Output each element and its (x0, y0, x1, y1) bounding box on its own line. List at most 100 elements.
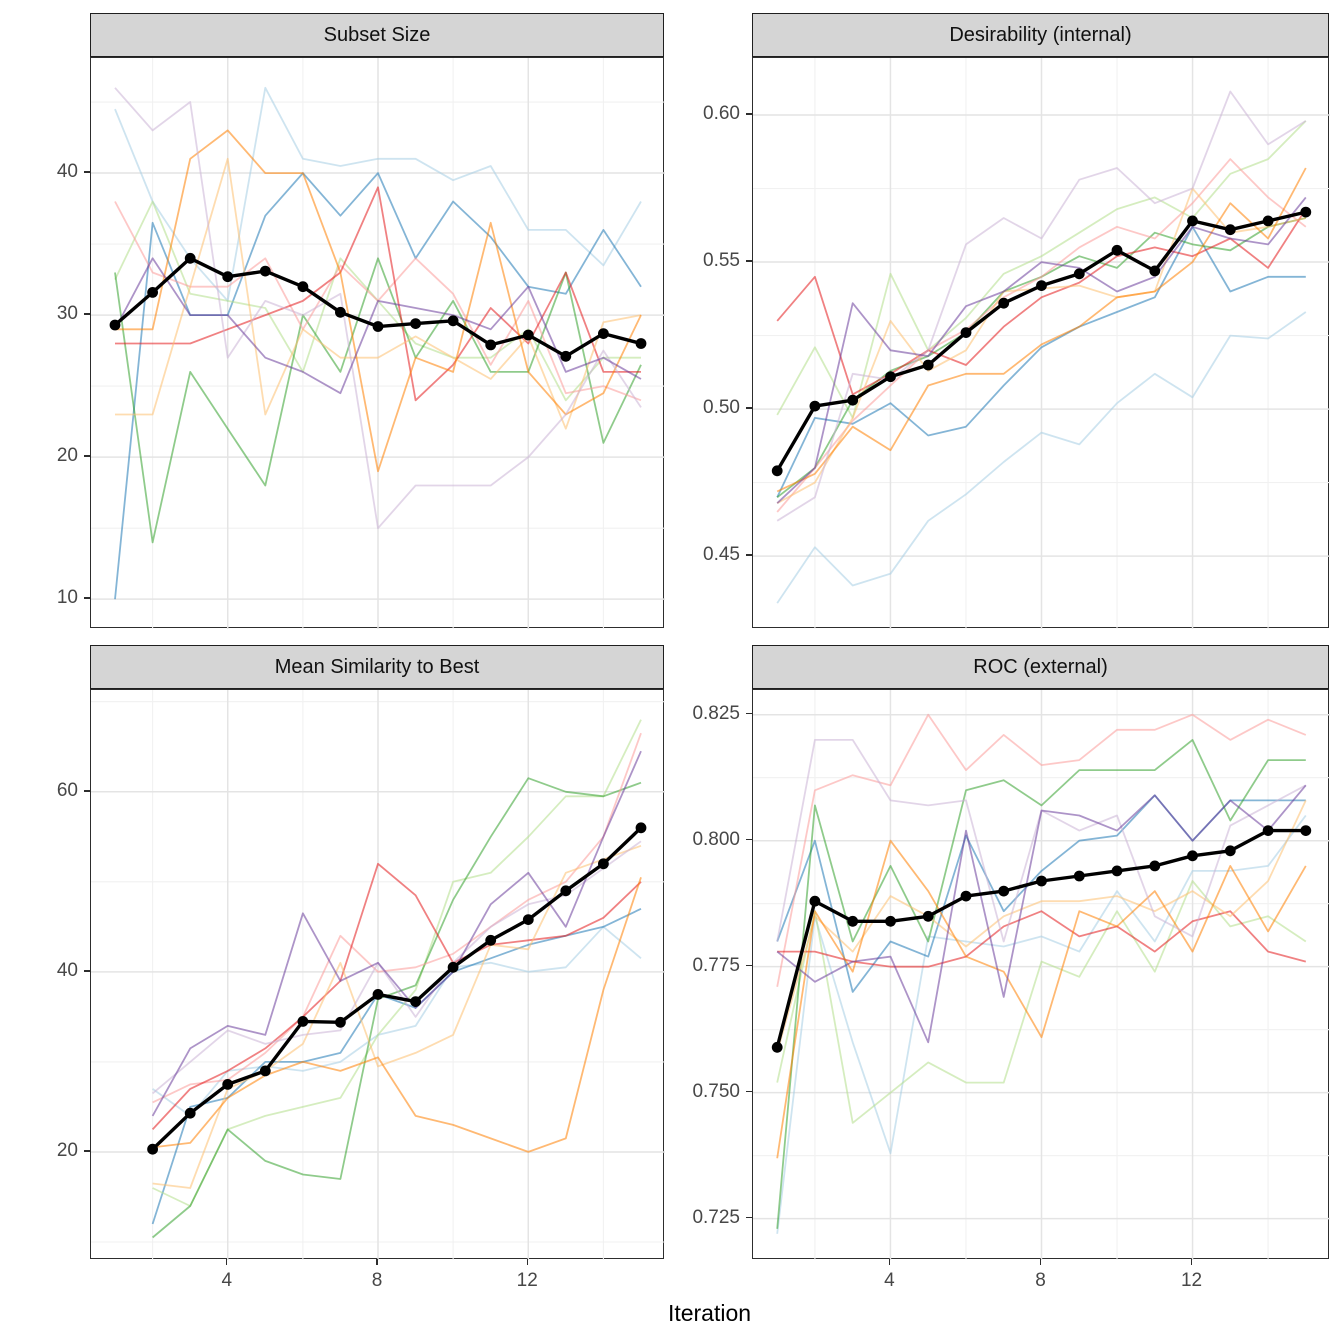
run-line-run-7 (115, 157, 642, 430)
y-tick-label: 0.50 (703, 397, 740, 419)
run-line-run-9 (114, 87, 642, 530)
plot-panel (90, 57, 665, 629)
run-line-run-1 (114, 86, 642, 302)
mean-point-marker (222, 1079, 234, 1090)
mean-point-marker (372, 989, 384, 1000)
mean-point-marker (1224, 224, 1236, 236)
mean-point-marker (771, 1041, 783, 1053)
mean-point-marker (1262, 825, 1274, 836)
run-line-run-8 (152, 877, 642, 1153)
y-axis-tick-mark (84, 790, 90, 792)
run-line-run-4 (152, 777, 642, 1239)
y-tick-label: 0.60 (703, 103, 740, 125)
run-line-run-6 (151, 862, 642, 1131)
x-tick-label: 8 (371, 1270, 383, 1291)
y-axis-tick-mark (84, 970, 90, 972)
mean-point-marker (598, 328, 609, 339)
run-line-run-8 (776, 167, 1307, 493)
y-axis-tick-mark (84, 171, 90, 173)
mean-point-marker (259, 265, 271, 277)
y-tick-label: 10 (56, 587, 78, 609)
mean-point-marker (960, 327, 972, 338)
mean-point-marker (372, 321, 384, 332)
mean-point-marker (1111, 244, 1123, 256)
run-line-run-8 (115, 129, 642, 473)
mean-point-marker (771, 465, 783, 477)
mean-point-marker (259, 1065, 271, 1077)
x-tick-label: 8 (1035, 1270, 1046, 1291)
y-tick-label: 40 (56, 959, 78, 981)
mean-point-marker (1300, 825, 1312, 836)
run-line-run-10 (114, 257, 642, 395)
mean-point-marker (147, 1143, 158, 1155)
run-line-run-2 (776, 225, 1306, 498)
mean-point-marker (1300, 206, 1312, 218)
mean-point-marker (1111, 865, 1123, 877)
x-axis-tick-mark (376, 1259, 378, 1265)
x-axis-title: Iteration (667, 1300, 752, 1326)
panel-plot-svg (91, 58, 665, 629)
x-axis-tick-mark (1190, 1259, 1193, 1265)
y-axis-tick-mark (746, 838, 752, 841)
run-line-run-3 (776, 120, 1307, 419)
facet-strip: Subset Size (90, 13, 664, 57)
run-line-run-3 (152, 719, 642, 1207)
mean-point-marker (847, 394, 859, 406)
run-line-run-3 (776, 880, 1307, 1124)
y-axis-tick-mark (746, 260, 752, 262)
mean-point-marker (1224, 845, 1236, 857)
run-line-run-5 (152, 732, 642, 1104)
mean-point-marker (109, 319, 121, 331)
y-tick-label: 0.775 (692, 954, 740, 976)
facet-strip: Mean Similarity to Best (90, 645, 664, 689)
run-line-run-4 (776, 739, 1306, 1229)
y-tick-label: 20 (56, 1139, 78, 1161)
mean-point-marker (410, 318, 421, 329)
run-line-run-1 (776, 814, 1307, 1234)
facet-strip: Desirability (internal) (752, 13, 1329, 57)
x-tick-label: 12 (1180, 1270, 1203, 1291)
mean-point-marker (410, 996, 421, 1007)
y-axis-tick-mark (746, 712, 752, 715)
y-axis-tick-mark (84, 313, 90, 315)
mean-point-marker (485, 339, 497, 351)
y-axis-tick-mark (84, 597, 90, 599)
mean-point-marker (1073, 870, 1085, 882)
x-axis-tick-mark (1039, 1259, 1042, 1265)
run-line-run-9 (776, 90, 1307, 522)
mean-point-marker (335, 1016, 346, 1028)
run-line-run-6 (115, 186, 641, 402)
plot-panel (90, 689, 665, 1260)
mean-point-marker (809, 400, 821, 412)
mean-point-marker (485, 934, 497, 946)
y-tick-label: 0.725 (692, 1206, 740, 1228)
mean-point-marker (522, 914, 534, 925)
y-axis-tick-mark (746, 964, 752, 967)
y-axis-tick-mark (746, 1216, 752, 1219)
y-axis-tick-mark (746, 407, 752, 409)
facet-strip-title: ROC (external) (973, 655, 1108, 678)
x-tick-label: 4 (221, 1270, 233, 1291)
y-tick-label: 30 (56, 303, 78, 325)
mean-point-marker (922, 359, 934, 371)
x-axis-tick-mark (526, 1259, 528, 1265)
run-line-run-5 (776, 713, 1307, 987)
mean-point-marker (297, 1016, 309, 1027)
mean-point-marker (809, 895, 821, 907)
run-line-run-1 (776, 311, 1307, 604)
run-line-run-7 (152, 844, 642, 1189)
run-line-run-10 (776, 196, 1307, 504)
mean-point-marker (560, 350, 572, 362)
run-line-run-10 (151, 750, 642, 1117)
mean-point-marker (635, 338, 647, 349)
y-tick-label: 20 (56, 445, 78, 467)
mean-point-marker (998, 297, 1010, 309)
mean-point-marker (335, 306, 346, 318)
mean-point-marker (1187, 850, 1198, 862)
mean-point-marker (560, 885, 572, 897)
mean-point-marker (635, 822, 647, 834)
y-axis-tick-mark (746, 113, 752, 115)
y-tick-label: 60 (56, 779, 78, 801)
y-axis-tick-mark (746, 1090, 752, 1093)
